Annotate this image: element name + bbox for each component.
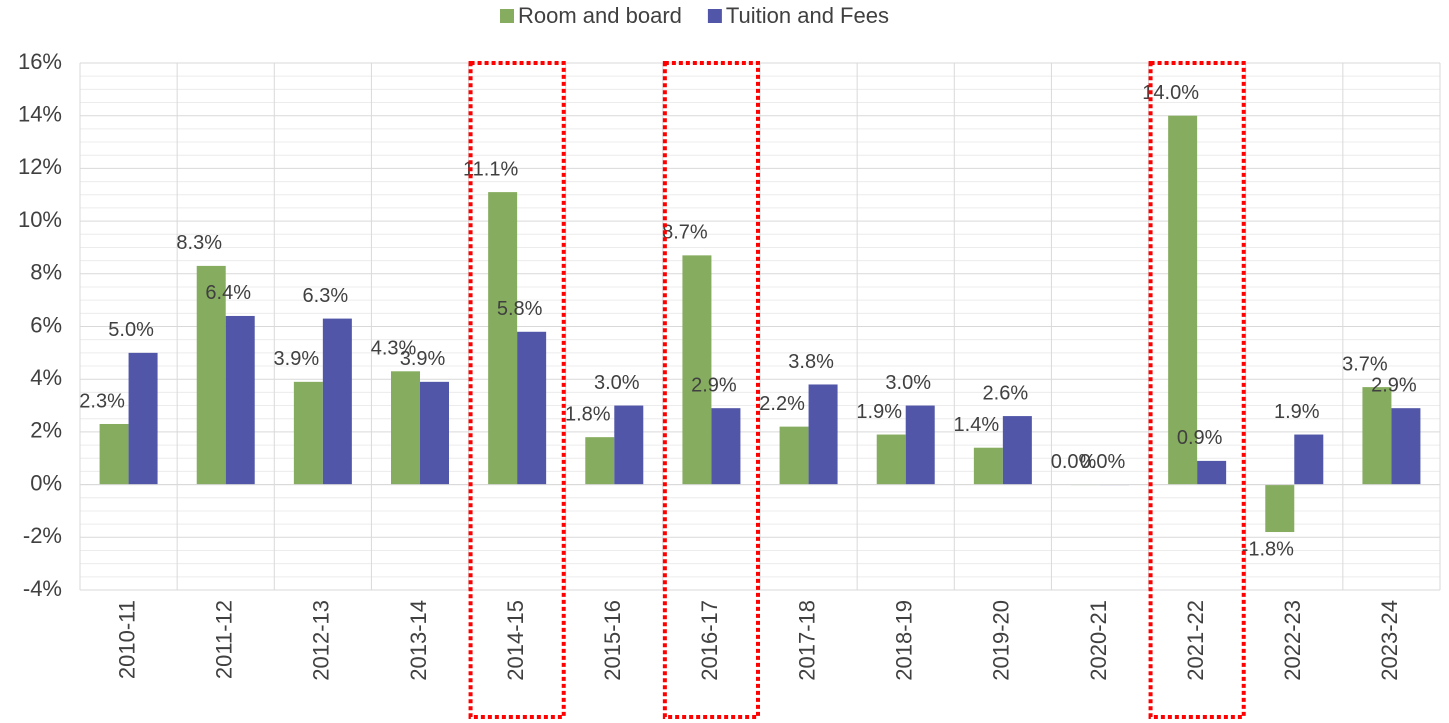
data-label: 0.0%	[1080, 451, 1126, 473]
x-tick-label: 2010-11	[114, 600, 139, 679]
bar	[293, 381, 323, 485]
bar	[517, 331, 547, 485]
data-label: 6.4%	[205, 282, 251, 304]
data-label: 0.9%	[1177, 427, 1223, 449]
bar	[196, 265, 226, 485]
data-label: 14.0%	[1142, 82, 1199, 104]
x-tick-label: 2018-19	[892, 600, 917, 681]
data-label: 4.3%	[371, 338, 417, 360]
highlight-box	[662, 61, 760, 719]
highlight-box	[468, 61, 566, 719]
data-label: 5.8%	[497, 298, 543, 320]
bar	[1362, 387, 1392, 485]
x-tick-label: 2019-20	[989, 600, 1014, 681]
data-label: 3.0%	[885, 372, 931, 394]
y-tick-label: 8%	[30, 260, 62, 285]
data-label: 8.3%	[176, 232, 222, 254]
data-label: 2.2%	[759, 393, 805, 415]
x-tick-label: 2021-22	[1183, 600, 1208, 681]
bar	[973, 447, 1003, 485]
data-label: 6.3%	[303, 285, 349, 307]
y-tick-label: -4%	[23, 576, 62, 601]
bar	[779, 426, 809, 485]
bar	[322, 318, 352, 485]
data-label: 0.0%	[1051, 451, 1097, 473]
data-label: 2.9%	[691, 374, 737, 396]
data-label: 2.6%	[983, 382, 1029, 404]
y-tick-label: 0%	[30, 470, 62, 495]
bar	[1265, 484, 1295, 533]
x-tick-label: 2016-17	[697, 600, 722, 681]
bar	[391, 371, 420, 485]
bar	[682, 255, 712, 485]
bar	[1391, 408, 1421, 485]
data-label: 1.8%	[565, 403, 611, 425]
y-tick-label: 6%	[30, 312, 62, 337]
data-label: 3.7%	[1342, 353, 1388, 375]
highlight-box	[1148, 61, 1246, 719]
bar	[1002, 416, 1032, 485]
bar	[225, 315, 255, 485]
bar	[585, 437, 615, 485]
y-tick-label: 2%	[30, 418, 62, 443]
data-label: 3.9%	[274, 348, 320, 370]
bar	[614, 405, 644, 485]
y-tick-label: 4%	[30, 365, 62, 390]
bar	[420, 381, 449, 485]
bar	[99, 423, 129, 485]
y-tick-label: 14%	[18, 102, 62, 127]
x-tick-label: 2015-16	[600, 600, 625, 681]
x-tick-label: 2017-18	[794, 600, 819, 681]
data-label: 3.0%	[594, 372, 640, 394]
x-tick-label: 2023-24	[1377, 600, 1402, 681]
data-label: 5.0%	[108, 319, 154, 341]
bar	[1168, 115, 1198, 485]
x-tick-label: 2013-14	[406, 600, 431, 681]
bar	[1294, 434, 1324, 485]
data-label: 1.9%	[856, 401, 902, 423]
bar	[808, 384, 838, 485]
bar	[905, 405, 935, 485]
data-label: 2.3%	[79, 390, 125, 412]
data-label: 1.9%	[1274, 401, 1320, 423]
data-label: 8.7%	[662, 222, 708, 244]
x-tick-label: 2011-12	[212, 600, 237, 679]
data-label: 1.4%	[954, 414, 1000, 436]
x-tick-label: 2014-15	[503, 600, 528, 681]
data-label: 3.8%	[788, 351, 834, 373]
legend-swatch	[500, 9, 514, 23]
legend-swatch	[707, 9, 722, 23]
data-label: 2.9%	[1371, 374, 1417, 396]
y-tick-label: 10%	[18, 207, 62, 232]
bar	[711, 408, 741, 485]
data-label: -1.8%	[1242, 538, 1294, 560]
x-tick-label: 2012-13	[309, 600, 334, 681]
data-label: 11.1%	[463, 158, 518, 180]
y-tick-label: 16%	[18, 49, 62, 74]
bar	[128, 352, 158, 485]
legend-label: Tuition and Fees	[726, 3, 889, 28]
legend-label: Room and board	[518, 3, 682, 28]
y-tick-label: 12%	[18, 154, 62, 179]
x-tick-label: 2022-23	[1280, 600, 1305, 681]
bar	[876, 434, 906, 485]
data-label: 3.9%	[400, 348, 446, 370]
y-tick-label: -2%	[23, 523, 62, 548]
bar	[488, 192, 518, 485]
x-tick-label: 2020-21	[1086, 600, 1111, 681]
bar	[1197, 460, 1227, 485]
